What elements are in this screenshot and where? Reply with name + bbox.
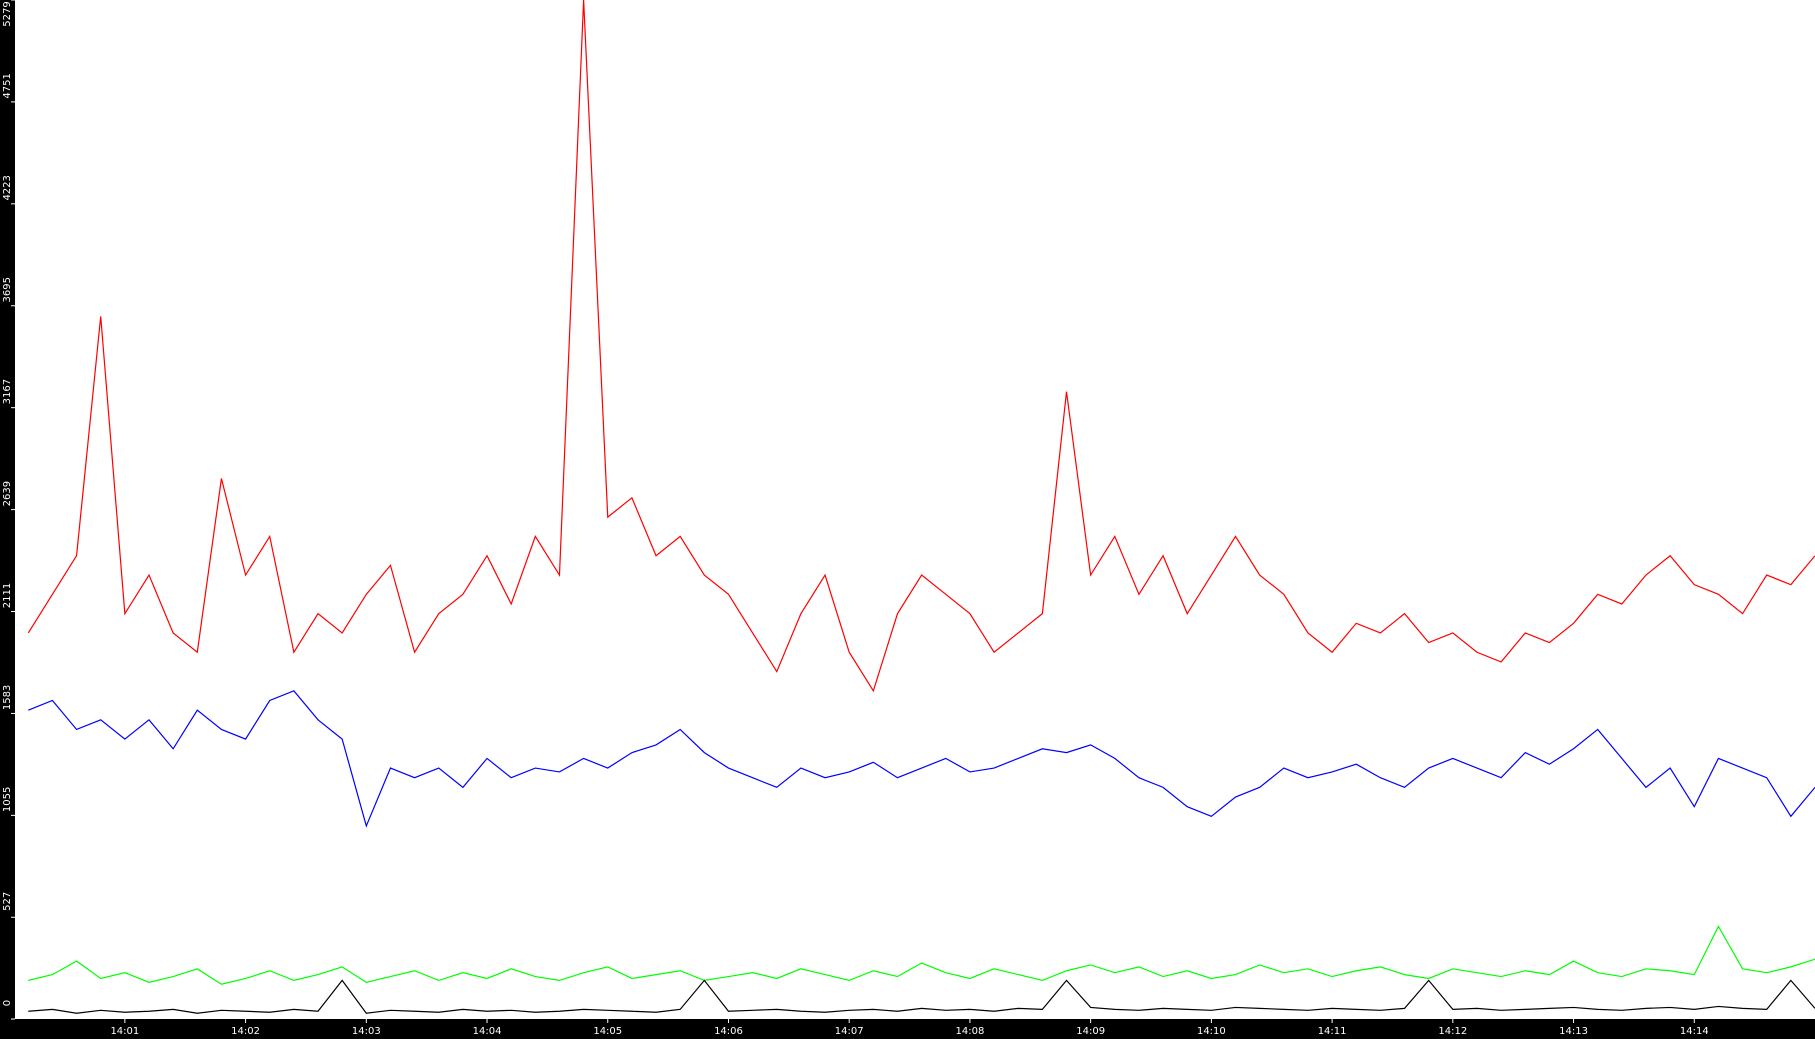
series-line <box>28 690 1815 828</box>
x-tick-label: 14:08 <box>956 1026 985 1037</box>
y-tick-label: 1583 <box>2 685 13 710</box>
x-tick-label: 14:01 <box>110 1026 139 1037</box>
series-line <box>28 979 1815 1014</box>
x-tick-label: 14:10 <box>1197 1026 1226 1037</box>
x-tick-label: 14:06 <box>714 1026 743 1037</box>
x-tick-label: 14:12 <box>1438 1026 1467 1037</box>
x-tick-label: 14:04 <box>473 1026 502 1037</box>
y-tick-label: 1055 <box>2 787 13 812</box>
x-tick-label: 14:07 <box>835 1026 864 1037</box>
y-axis-strip <box>0 0 15 1039</box>
x-tick-label: 14:05 <box>593 1026 622 1037</box>
y-tick-label: 5279 <box>2 1 13 26</box>
x-tick-label: 14:11 <box>1318 1026 1347 1037</box>
y-tick-label: 0 <box>2 1000 13 1006</box>
series-line <box>27 0 1815 693</box>
x-axis-strip <box>0 1019 1815 1039</box>
x-tick-label: 14:02 <box>231 1026 260 1037</box>
x-tick-label: 14:14 <box>1680 1026 1709 1037</box>
y-tick-label: 4223 <box>2 175 13 200</box>
y-tick-label: 4751 <box>2 73 13 98</box>
series-line <box>28 925 1815 985</box>
x-tick-label: 14:09 <box>1076 1026 1105 1037</box>
y-tick-label: 2111 <box>2 583 13 608</box>
y-tick-label: 3695 <box>2 277 13 302</box>
y-tick-label: 527 <box>2 892 13 911</box>
x-tick-label: 14:03 <box>352 1026 381 1037</box>
x-tick-label: 14:13 <box>1559 1026 1588 1037</box>
y-tick-label: 2639 <box>2 481 13 506</box>
y-tick-label: 3167 <box>2 379 13 404</box>
